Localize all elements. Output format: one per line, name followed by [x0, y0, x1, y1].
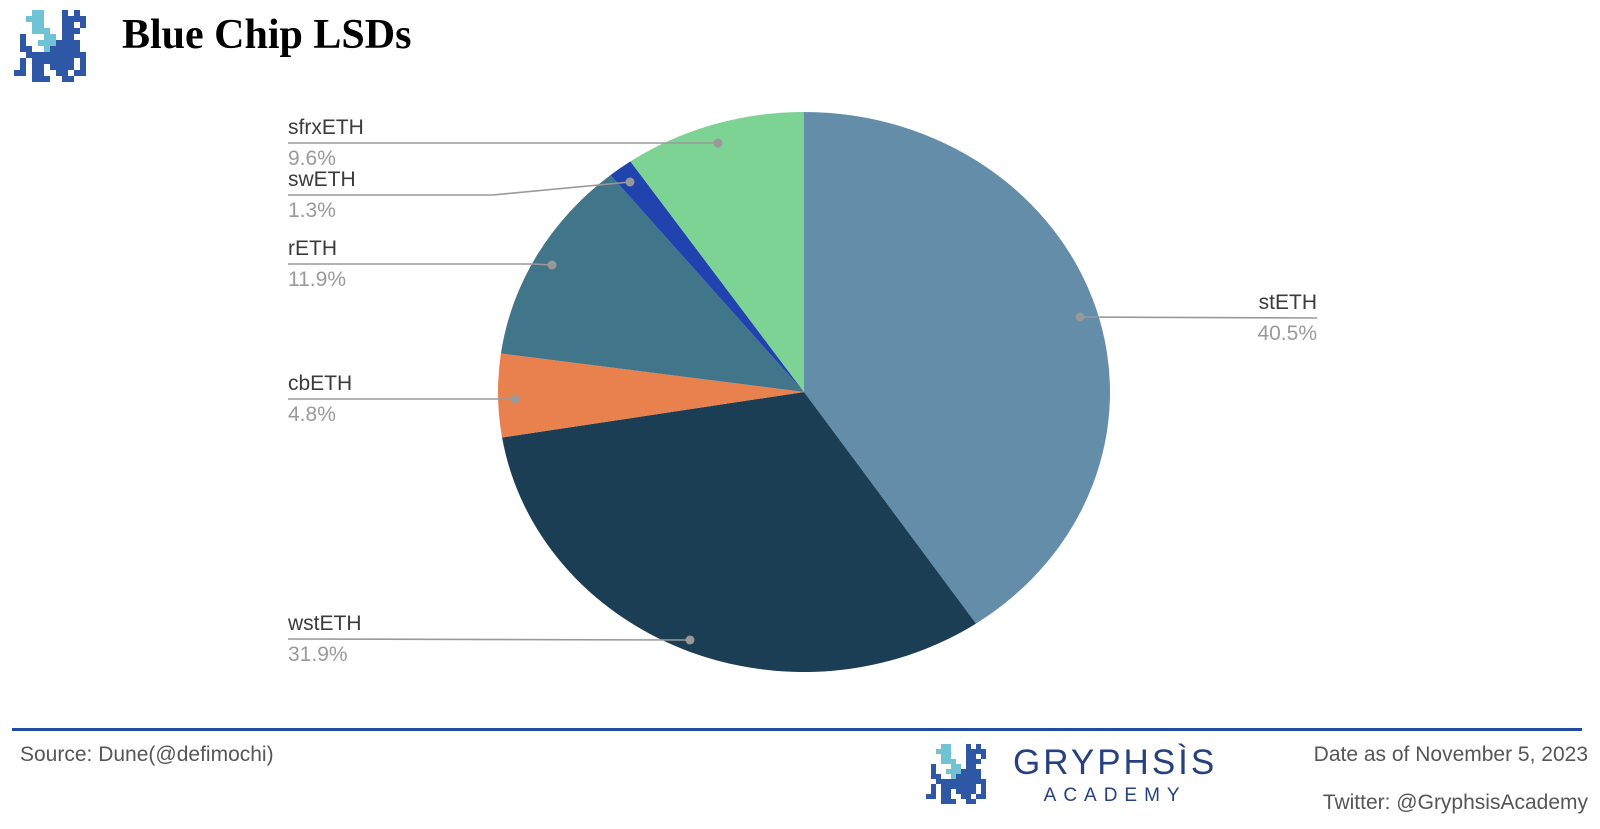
slice-label-cbETH: cbETH	[288, 372, 353, 395]
footer-divider	[12, 728, 1582, 731]
leader-line-stETH	[1079, 316, 1318, 319]
pie-slice-rETH[interactable]	[500, 175, 804, 392]
slice-pct-cbETH: 4.8%	[288, 403, 336, 426]
pie-slice-sfrxETH[interactable]	[630, 112, 804, 392]
leader-line-rETH	[288, 263, 553, 266]
brand-subtitle: ACADEMY	[1043, 785, 1187, 806]
dragon-logo-small-icon	[926, 744, 986, 804]
dragon-logo-icon	[14, 10, 86, 82]
twitter-text: Twitter: @GryphsisAcademy	[1322, 791, 1588, 814]
leader-dot-rETH	[547, 260, 557, 270]
pie-slice-stETH[interactable]	[804, 112, 1110, 624]
date-text: Date as of November 5, 2023	[1313, 743, 1588, 766]
pie-slice-swETH[interactable]	[610, 161, 804, 392]
leader-dot-stETH	[1075, 312, 1085, 322]
leader-dot-sfrxETH	[713, 138, 723, 148]
brand-logo: GRYPHSÌS ACADEMY	[926, 744, 1217, 807]
slice-pct-stETH: 40.5%	[1257, 322, 1317, 345]
leader-dot-wstETH	[685, 635, 695, 645]
slice-pct-rETH: 11.9%	[288, 268, 346, 291]
leader-line-wstETH	[287, 638, 691, 641]
slice-label-swETH: swETH	[288, 168, 356, 191]
leader-dot-cbETH	[510, 394, 520, 404]
leader-line-swETH	[288, 181, 631, 196]
slice-pct-wstETH: 31.9%	[288, 643, 348, 666]
source-text: Source: Dune(@defimochi)	[20, 743, 274, 766]
slice-pct-sfrxETH: 9.6%	[288, 147, 336, 170]
slice-label-stETH: stETH	[1258, 291, 1317, 314]
slice-pct-swETH: 1.3%	[288, 199, 336, 222]
pie-slice-cbETH[interactable]	[498, 353, 804, 438]
page-title: Blue Chip LSDs	[122, 12, 412, 58]
slice-label-wstETH: wstETH	[288, 612, 362, 635]
leader-dot-swETH	[625, 177, 635, 187]
slice-label-rETH: rETH	[288, 237, 337, 260]
pie-slice-wstETH[interactable]	[502, 392, 976, 672]
brand-name: GRYPHSÌS	[1013, 743, 1218, 782]
slice-label-sfrxETH: sfrxETH	[288, 116, 364, 139]
